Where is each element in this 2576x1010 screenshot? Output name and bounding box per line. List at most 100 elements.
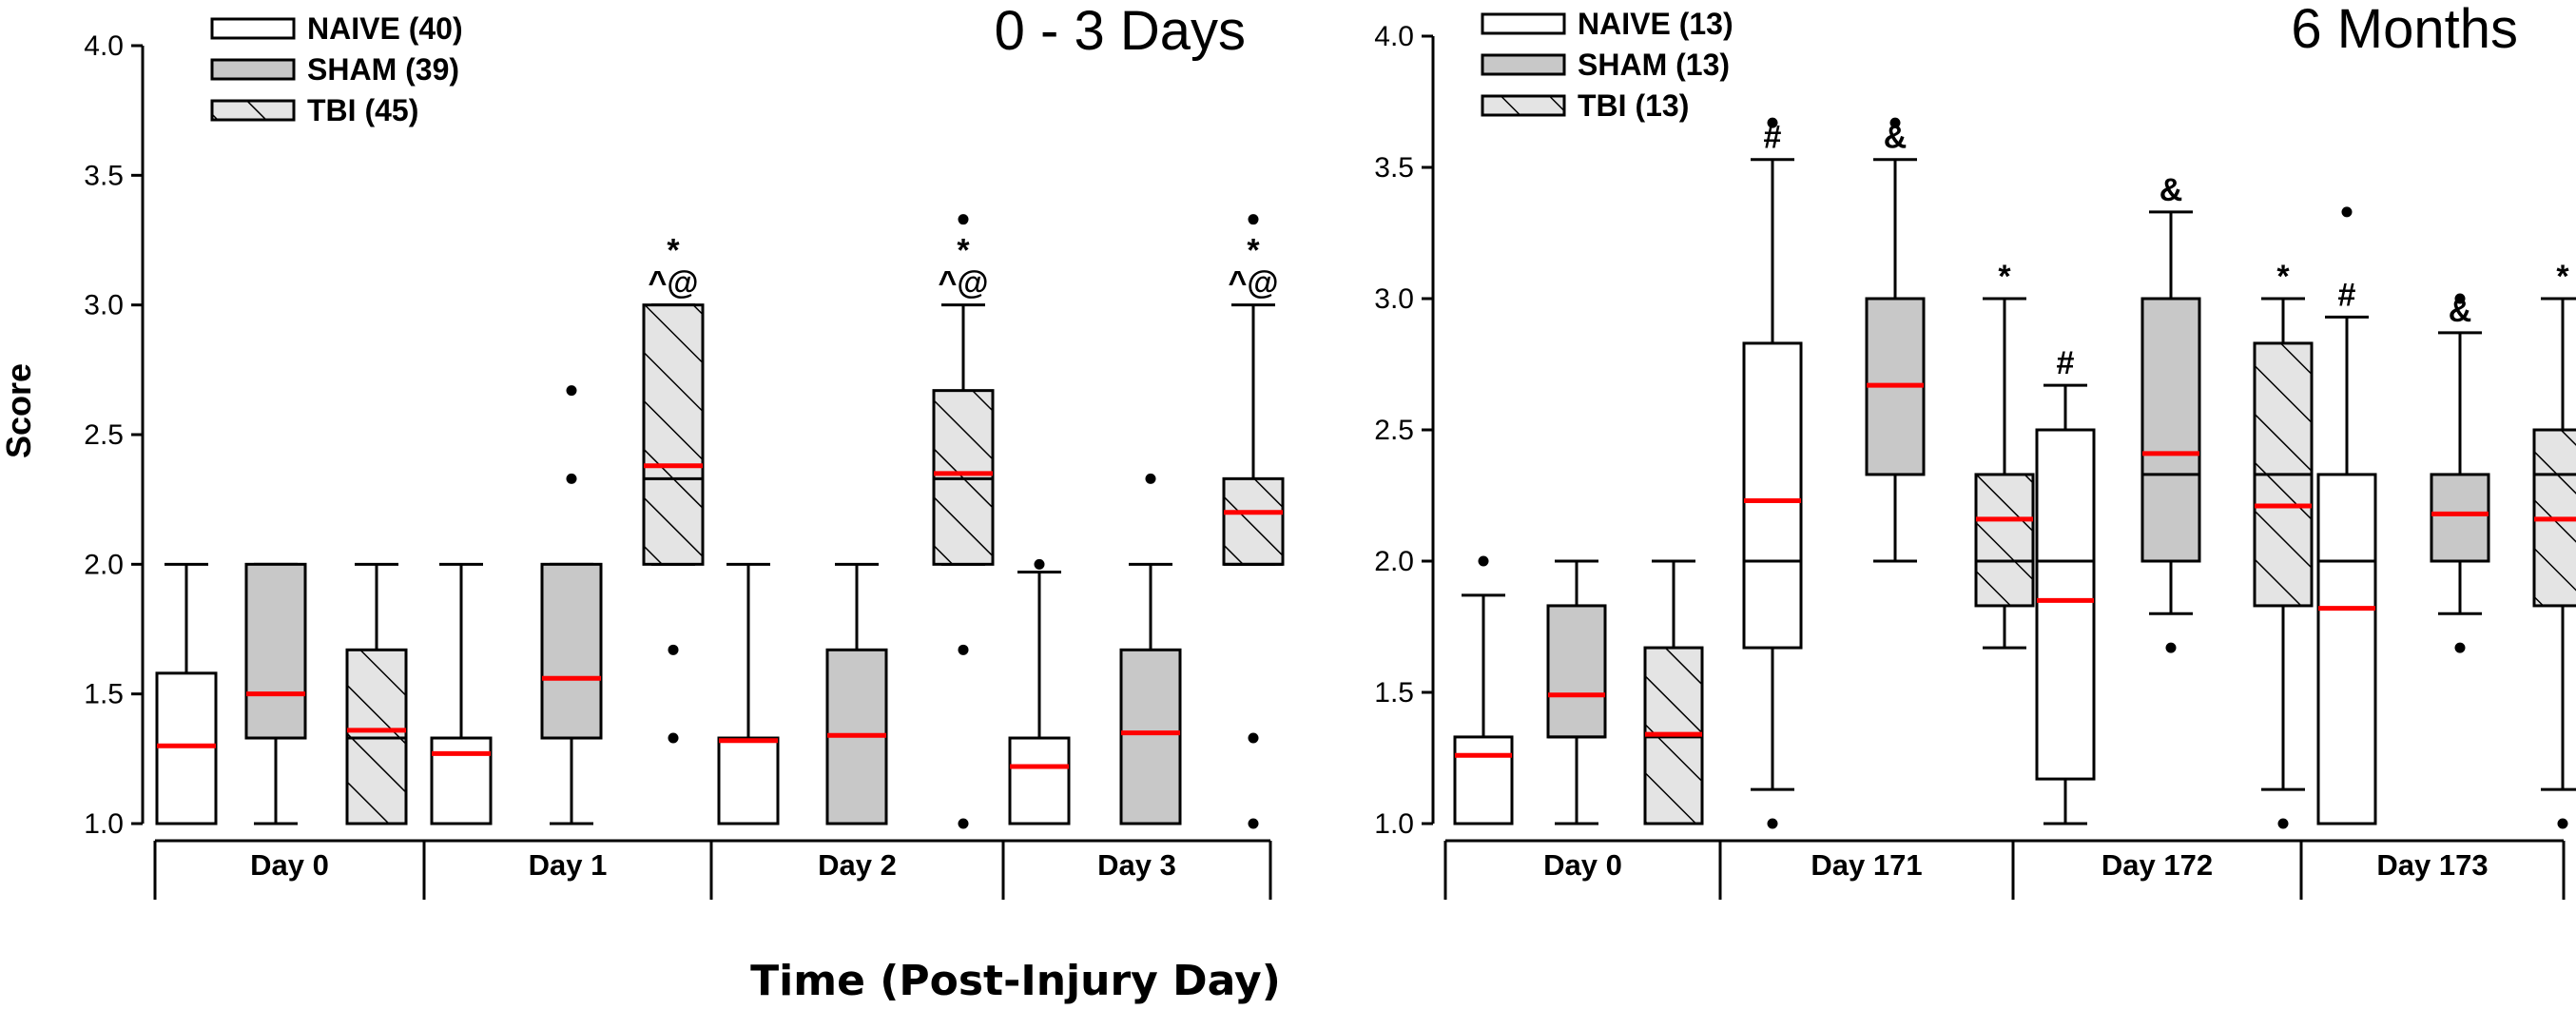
box-tbi-day-172 xyxy=(2253,297,2314,829)
box-body xyxy=(642,303,705,566)
significance-marker: # xyxy=(2057,345,2075,381)
box-body xyxy=(1974,473,2035,608)
y-tick-label: 2.0 xyxy=(1374,546,1414,577)
y-axis-label: Score xyxy=(0,363,38,458)
box-naive-day-0 xyxy=(155,562,218,825)
significance-marker: * xyxy=(957,233,970,269)
y-tick-label: 3.0 xyxy=(84,290,124,321)
significance-marker: ^@ xyxy=(648,265,698,301)
outlier-point xyxy=(958,214,969,225)
legend-label: NAIVE (13) xyxy=(1578,7,1733,41)
category-label: Day 0 xyxy=(1543,848,1622,882)
legend-swatch-naive xyxy=(210,17,296,40)
box-tbi-day-171 xyxy=(1974,297,2035,650)
box-body xyxy=(1119,648,1182,825)
outlier-point xyxy=(2165,642,2177,653)
box-body xyxy=(1008,736,1071,825)
box-sham-day-173 xyxy=(2430,293,2490,653)
outlier-point xyxy=(2277,818,2289,829)
box-body xyxy=(2035,428,2096,781)
y-tick-label: 1.5 xyxy=(84,679,124,710)
outlier-point xyxy=(1478,555,1489,567)
box-sham-day-3 xyxy=(1119,473,1182,825)
box-naive-day-1 xyxy=(430,562,493,825)
outlier-point xyxy=(566,385,577,397)
outlier-point xyxy=(1248,818,1259,829)
panel-title: 0 - 3 Days xyxy=(995,0,1246,62)
significance-marker: * xyxy=(1247,233,1260,269)
significance-marker: * xyxy=(1998,259,2011,295)
outlier-point xyxy=(2341,206,2353,218)
significance-marker: ^@ xyxy=(938,265,988,301)
y-tick-label: 3.5 xyxy=(1374,152,1414,184)
y-tick-label: 1.0 xyxy=(84,808,124,840)
box-tbi-day-1 xyxy=(642,303,705,744)
significance-marker: & xyxy=(2160,172,2183,208)
box-naive-day-3 xyxy=(1008,558,1071,825)
outlier-point xyxy=(566,473,577,484)
y-tick-label: 1.5 xyxy=(1374,677,1414,709)
x-axis-label: Time (Post-Injury Day) xyxy=(750,957,1281,1005)
outlier-point xyxy=(958,644,969,655)
box-sham-day-172 xyxy=(2140,210,2201,653)
outlier-point xyxy=(2454,293,2466,304)
outlier-point xyxy=(958,818,969,829)
box-tbi-day-0 xyxy=(1643,559,1704,825)
box-naive-day-173 xyxy=(2316,206,2377,825)
category-label: Day 173 xyxy=(2376,848,2488,882)
box-tbi-day-173 xyxy=(2532,297,2576,829)
significance-marker: * xyxy=(2276,259,2290,295)
outlier-point xyxy=(1145,473,1156,484)
box-body xyxy=(2140,297,2201,563)
box-naive-day-0 xyxy=(1453,555,1514,825)
chart-panel-6-months: 1.0 1.5 2.0 2.5 3.0 3.5 4.0 Day 0 Day 171 Day 172… xyxy=(1374,0,2576,900)
box-body xyxy=(244,562,307,740)
category-label: Day 171 xyxy=(1811,848,1922,882)
legend-swatch-sham xyxy=(210,58,296,81)
outlier-point xyxy=(1767,818,1778,829)
box-naive-day-172 xyxy=(2035,383,2096,825)
category-label: Day 3 xyxy=(1097,848,1176,882)
legend-swatch-tbi xyxy=(1481,94,1566,117)
box-body xyxy=(1222,476,1285,566)
box-body xyxy=(1453,735,1514,825)
legend-label: TBI (13) xyxy=(1578,88,1689,123)
significance-marker: & xyxy=(1884,120,1908,156)
y-tick-label: 3.5 xyxy=(84,160,124,191)
box-naive-day-171 xyxy=(1742,117,1803,829)
box-tbi-day-3 xyxy=(1222,214,1285,829)
box-tbi-day-0 xyxy=(345,562,408,825)
legend-swatch-naive xyxy=(1481,12,1566,35)
y-tick-label: 2.0 xyxy=(84,549,124,580)
box-body xyxy=(155,671,218,825)
outlier-point xyxy=(1248,214,1259,225)
box-body xyxy=(1546,604,1607,739)
box-sham-day-0 xyxy=(1546,559,1607,825)
outlier-point xyxy=(668,644,679,655)
outlier-point xyxy=(1034,558,1045,570)
category-label: Day 2 xyxy=(818,848,897,882)
significance-marker: ^@ xyxy=(1228,265,1278,301)
y-tick-label: 4.0 xyxy=(1374,21,1414,52)
box-body xyxy=(2316,473,2377,825)
legend-swatch-tbi xyxy=(210,99,296,122)
outlier-point xyxy=(1248,732,1259,744)
outlier-point xyxy=(668,732,679,744)
legend-label: SHAM (13) xyxy=(1578,48,1730,82)
outlier-point xyxy=(1767,117,1778,128)
outlier-point xyxy=(1889,117,1901,128)
box-naive-day-2 xyxy=(717,562,780,825)
category-label: Day 172 xyxy=(2101,848,2213,882)
box-body xyxy=(717,736,780,825)
outlier-point xyxy=(2454,642,2466,653)
y-tick-label: 2.5 xyxy=(84,419,124,451)
box-body xyxy=(1742,341,1803,650)
box-body xyxy=(430,736,493,825)
legend-swatch-sham xyxy=(1481,53,1566,76)
legend-label: NAIVE (40) xyxy=(307,11,463,46)
legend-label: TBI (45) xyxy=(307,93,418,127)
box-tbi-day-2 xyxy=(932,214,995,829)
y-tick-label: 3.0 xyxy=(1374,283,1414,315)
category-label: Day 0 xyxy=(250,848,329,882)
